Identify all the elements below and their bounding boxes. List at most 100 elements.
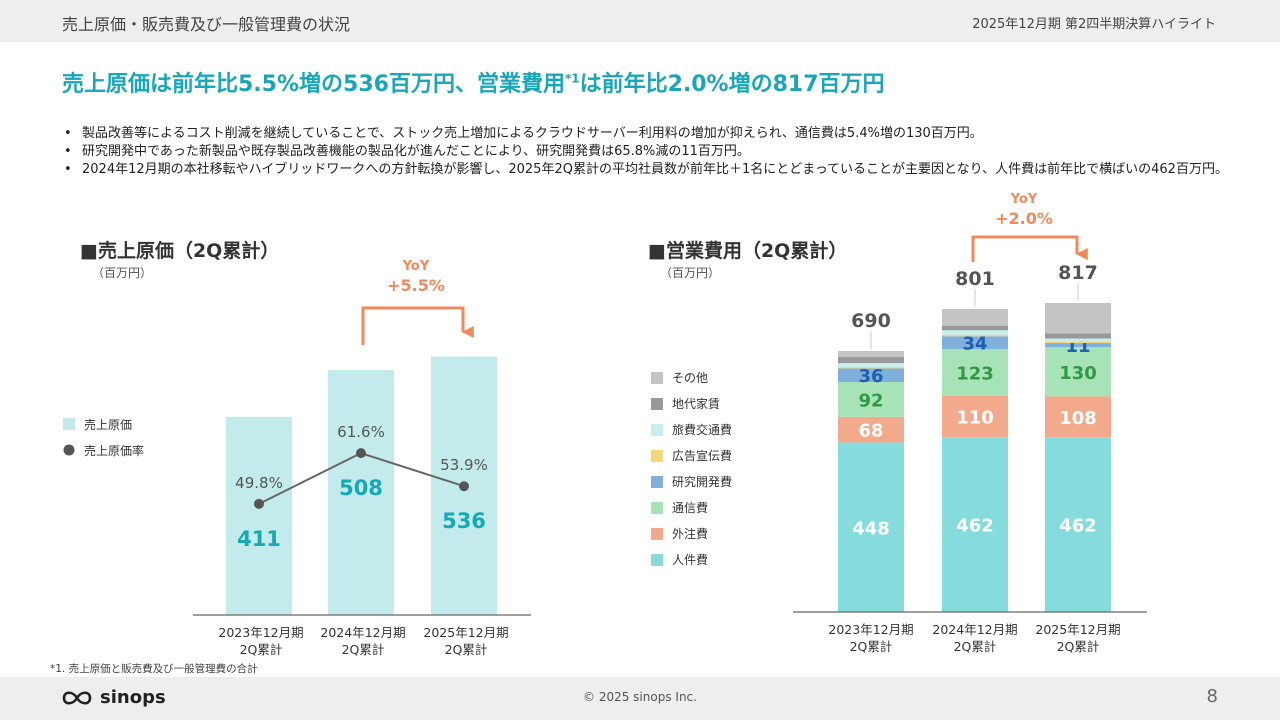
cogs-rate-points: 49.8% 411 61.6% 508 53.9% 536: [235, 423, 488, 551]
infinity-logo-icon: [62, 690, 92, 705]
cogs-bar-value-label: 536: [442, 509, 486, 533]
opex-bar-segment: [1045, 437, 1111, 612]
footer: sinops © 2025 sinops Inc. 8: [0, 677, 1280, 720]
cogs-x-tick-label: 2025年12月期: [423, 625, 508, 640]
opex-bar-segment: [838, 351, 904, 358]
cogs-x-tick-label: 2024年12月期: [320, 625, 405, 640]
opex-segment-value-label: 34: [962, 334, 987, 355]
opex-x-tick-sublabel: 2Q累計: [954, 639, 997, 654]
opex-yoy-label: YoY: [1010, 192, 1038, 207]
opex-legend-label: 広告宣伝費: [672, 448, 732, 463]
cogs-unit-label: （百万円）: [92, 266, 153, 280]
opex-legend-swatch: [651, 476, 663, 488]
opex-x-tick-label: 2024年12月期: [932, 622, 1017, 637]
opex-segment-value-label: 36: [858, 366, 883, 387]
opex-bar-segment: [1045, 302, 1111, 334]
top-bar: 売上原価・販売費及び一般管理費の状況 2025年12月期 第2四半期決算ハイライ…: [0, 0, 1280, 42]
opex-bar-segment: [838, 363, 904, 367]
cogs-legend-swatch-bar: [63, 418, 75, 430]
cogs-yoy-arrow: [361, 306, 474, 345]
cogs-bars: [226, 356, 497, 615]
opex-bar-segment: [942, 325, 1008, 331]
section-title: 売上原価・販売費及び一般管理費の状況: [62, 15, 351, 34]
report-period: 2025年12月期 第2四半期決算ハイライト: [972, 17, 1216, 32]
opex-total-label: 817: [1058, 262, 1098, 284]
bullet-list: 製品改善等によるコスト削減を継続していることで、ストック売上増加によるクラウドサ…: [62, 125, 1232, 179]
opex-yoy-value: +2.0%: [995, 209, 1053, 228]
copyright: © 2025 sinops Inc.: [583, 690, 697, 704]
opex-bar-segment: [1045, 343, 1111, 348]
bullet-item: 製品改善等によるコスト削減を継続していることで、ストック売上増加によるクラウドサ…: [62, 125, 1232, 143]
opex-yoy-annotation: YoY +2.0%: [971, 192, 1088, 262]
opex-bar-segment: [942, 309, 1008, 326]
footnote: *1. 売上原価と販売費及び一般管理費の合計: [50, 663, 258, 675]
opex-bar-segment: [1045, 333, 1111, 339]
opex-x-tick-labels: 2023年12月期 2Q累計 2024年12月期 2Q累計 2025年12月期 2Q累計: [828, 622, 1120, 654]
cogs-yoy-label: YoY: [402, 259, 430, 274]
cogs-bar: [226, 416, 292, 615]
opex-segment-value-label: 130: [1059, 363, 1097, 384]
opex-bar-segment: [838, 366, 904, 369]
cogs-chart: 売上原価 売上原価率 49.8% 411 61.6% 508 53.9% 536 2023…: [63, 259, 531, 657]
opex-legend-label: 研究開発費: [672, 474, 732, 489]
opex-segment-value-label: 108: [1059, 408, 1097, 429]
opex-bar-segment: [1045, 341, 1111, 344]
opex-total-label: 690: [851, 310, 891, 332]
cogs-rate-label: 49.8%: [235, 474, 283, 492]
opex-yoy-arrow: [971, 235, 1088, 262]
headline-part2: は前年比2.0%増の817百万円: [579, 72, 885, 97]
cogs-rate-point: [254, 498, 264, 509]
opex-bar-segment: [838, 368, 904, 383]
opex-x-tick-sublabel: 2Q累計: [1057, 639, 1100, 654]
cogs-bar-value-label: 411: [237, 527, 281, 551]
opex-x-tick-sublabel: 2Q累計: [850, 639, 893, 654]
opex-x-tick-label: 2023年12月期: [828, 622, 913, 637]
opex-legend-label: 旅費交通費: [672, 422, 732, 437]
opex-bar-segment: [942, 330, 1008, 335]
opex-legend-label: 地代家賃: [672, 396, 720, 411]
cogs-legend-label-rate: 売上原価率: [84, 443, 144, 458]
opex-legend-swatch: [651, 398, 663, 410]
opex-bar-segment: [838, 382, 904, 417]
cogs-bar: [328, 370, 394, 615]
cogs-rate-point: [356, 448, 366, 459]
cogs-yoy-value: +5.5%: [387, 276, 445, 295]
cogs-x-tick-sublabel: 2Q累計: [342, 642, 385, 657]
opex-legend-label: その他: [672, 371, 708, 385]
opex-bar-segment: [838, 442, 904, 612]
cogs-legend-label-bar: 売上原価: [84, 417, 132, 432]
bullet-item: 研究開発中であった新製品や既存製品改善機能の製品化が進んだことにより、研究開発費…: [62, 143, 1232, 161]
charts-canvas: 売上原価 売上原価率 49.8% 411 61.6% 508 53.9% 536 2023…: [63, 192, 1147, 657]
opex-segment-value-label: 462: [956, 516, 994, 537]
opex-unit-label: （百万円）: [660, 266, 721, 280]
opex-legend-swatch: [651, 528, 663, 540]
cogs-chart-title: ■売上原価（2Q累計）: [80, 240, 280, 262]
opex-legend-swatch: [651, 372, 663, 384]
opex-chart-title: ■営業費用（2Q累計）: [648, 240, 848, 262]
opex-bar-segment: [838, 357, 904, 364]
opex-bar-segment: [1045, 347, 1111, 397]
opex-segment-value-label: 123: [956, 363, 994, 384]
cogs-rate-point: [459, 481, 469, 492]
opex-segment-value-label: 448: [852, 518, 890, 539]
bullet-item: 2024年12月期の本社移転やハイブリッドワークへの方針転換が影響し、2025年…: [62, 161, 1232, 179]
page-number: 8: [1206, 686, 1218, 707]
opex-segment-value-label: 92: [858, 390, 883, 411]
opex-legend-swatch: [651, 502, 663, 514]
cogs-x-tick-labels: 2023年12月期 2Q累計 2024年12月期 2Q累計 2025年12月期 2Q累計: [218, 625, 508, 657]
cogs-bar-value-label: 508: [339, 476, 383, 500]
headline-part1: 売上原価は前年比5.5%増の536百万円、営業費用: [62, 72, 565, 97]
cogs-x-tick-sublabel: 2Q累計: [240, 642, 283, 657]
cogs-rate-label: 61.6%: [337, 423, 385, 441]
company-logo: sinops: [60, 687, 166, 708]
cogs-legend: 売上原価 売上原価率: [63, 417, 144, 458]
opex-legend-swatch: [651, 424, 663, 436]
opex-legend-label: 人件費: [672, 552, 708, 567]
opex-bar-segment: [942, 395, 1008, 438]
opex-legend-label: 外注費: [672, 526, 708, 541]
opex-bar-segment: [942, 349, 1008, 396]
opex-legend-swatch: [651, 554, 663, 566]
cogs-rate-label: 53.9%: [440, 456, 488, 474]
